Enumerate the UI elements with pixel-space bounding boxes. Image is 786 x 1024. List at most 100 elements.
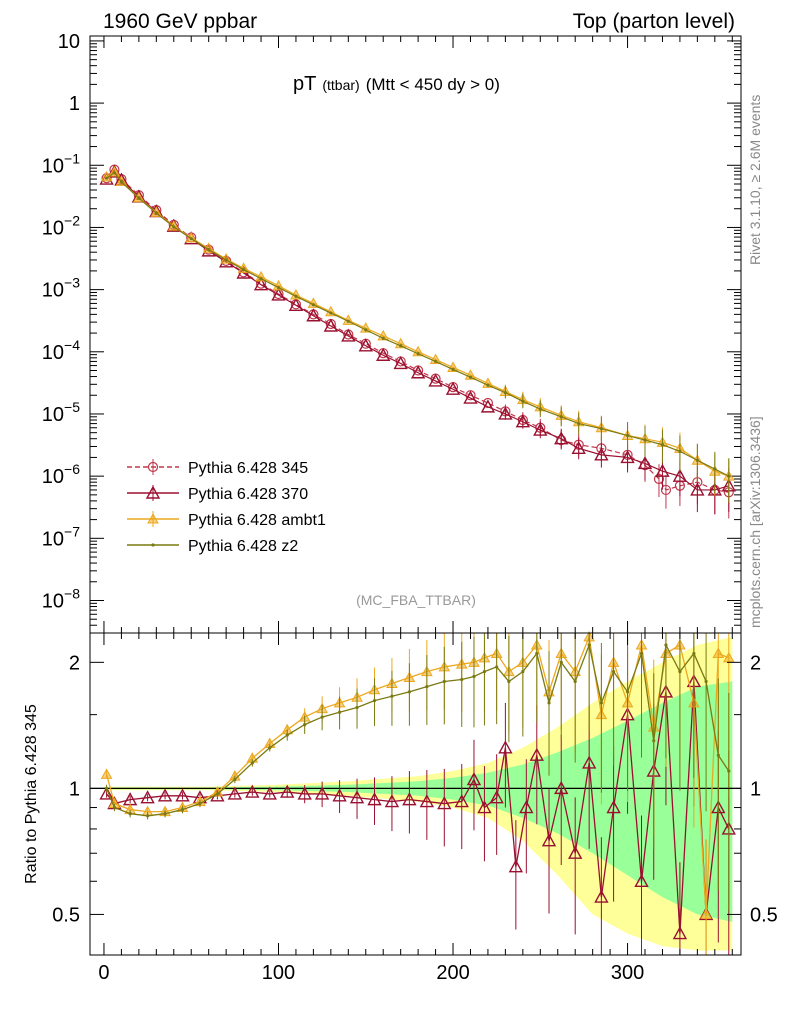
header-left: 1960 GeV ppbar [103, 10, 257, 33]
data-point [625, 690, 630, 694]
data-point [337, 710, 342, 714]
data-point [280, 784, 295, 798]
data-point [568, 845, 583, 859]
data-point [727, 769, 731, 773]
data-point [341, 328, 356, 342]
x-tick-label: 100 [262, 962, 295, 984]
data-point [346, 319, 350, 323]
analysis-tag: (MC_FBA_TTBAR) [356, 592, 476, 608]
x-tick-label: 300 [611, 962, 644, 984]
data-point [271, 287, 286, 301]
data-point [227, 786, 243, 800]
data-point [376, 347, 391, 361]
data-point [172, 225, 176, 229]
data-point [529, 747, 544, 761]
ratio-panel: 0.5 0.5 1 1 2 2 0 100 200 300 Ratio to Pythia 6.4… [23, 630, 778, 984]
data-point [372, 699, 377, 703]
legend-item-ambt1: Pythia 6.428 ambt1 [127, 511, 326, 529]
data-point [690, 482, 705, 496]
ratio-y-tick-label-right: 0.5 [750, 904, 778, 926]
data-point [519, 800, 534, 814]
data-point [611, 670, 616, 674]
data-point [573, 679, 577, 684]
data-point [145, 485, 161, 499]
y-tick-label: 1 [69, 93, 80, 115]
data-point [498, 740, 513, 754]
data-point [639, 651, 644, 656]
data-point [447, 361, 459, 372]
data-point [349, 790, 365, 804]
data-point [464, 369, 477, 380]
data-point [554, 431, 569, 445]
mcplots-label: mcplots.cern.ch [arXiv:1306.3436] [747, 416, 763, 628]
ratio-y-tick-label-right: 1 [750, 778, 761, 800]
data-point [147, 512, 159, 524]
y-tick-label: 10−4 [42, 337, 80, 364]
data-point [262, 786, 277, 800]
data-point [486, 383, 490, 387]
legend-label: Pythia 6.428 ambt1 [188, 512, 326, 529]
data-point [355, 705, 359, 710]
ratio-series-z2 [104, 633, 731, 911]
data-point [655, 463, 670, 477]
data-point [288, 297, 304, 311]
data-point [140, 790, 155, 804]
plot-title: pT (ttbar) (Mtt < 450 dy > 0) [293, 73, 500, 95]
data-point [323, 318, 339, 332]
data-point [428, 373, 443, 387]
data-point [99, 786, 114, 800]
data-point [541, 833, 557, 847]
data-point [294, 294, 298, 298]
series-line [106, 168, 729, 493]
legend-item-p345: Pythia 6.428 345 [127, 459, 308, 477]
ratio-y-label: Ratio to Pythia 6.428 345 [23, 704, 40, 884]
data-point [412, 345, 424, 357]
data-point [253, 277, 269, 291]
series-line [106, 171, 730, 477]
data-point [402, 792, 417, 806]
data-point [437, 796, 452, 810]
data-point [394, 337, 407, 349]
data-point [468, 375, 473, 379]
data-point [577, 421, 581, 426]
y-tick-label: 10−2 [42, 212, 80, 239]
data-point [554, 780, 569, 795]
data-point [445, 381, 461, 395]
data-point [515, 414, 531, 428]
data-point [410, 365, 426, 379]
series-line [106, 171, 729, 491]
data-point [508, 859, 524, 873]
legend: Pythia 6.428 345 Pythia 6.428 370 Pythia 6… [127, 459, 326, 555]
main-panel: 10 1 10−1 10−2 10−3 10−4 10−5 10−6 10−7 10−8 pT (t… [42, 31, 742, 634]
data-point [712, 647, 725, 658]
data-point [425, 685, 429, 689]
data-point [429, 353, 442, 365]
data-point [147, 461, 159, 473]
data-point [472, 674, 476, 679]
data-point [653, 473, 665, 485]
data-point [207, 248, 211, 252]
data-point [268, 746, 272, 750]
y-tick-label: 10−1 [42, 150, 80, 177]
ratio-y-tick-label-right: 2 [750, 652, 761, 674]
data-point [503, 391, 507, 395]
y-tick-label: 10−7 [42, 523, 80, 550]
data-point [637, 455, 653, 470]
data-point [175, 788, 190, 802]
data-point [245, 784, 260, 798]
data-point [643, 438, 647, 442]
data-point [381, 336, 385, 340]
data-point [233, 777, 237, 782]
data-point [477, 800, 492, 814]
data-point [154, 211, 158, 215]
data-point [489, 790, 504, 804]
main-y-tick-labels: 10 1 10−1 10−2 10−3 10−4 10−5 10−6 10−7 10−8 [42, 31, 80, 613]
data-point [104, 786, 109, 790]
data-point [463, 390, 478, 404]
legend-item-p370: Pythia 6.428 370 [127, 485, 308, 503]
data-point [241, 267, 246, 272]
data-point [678, 670, 682, 674]
band-green [103, 681, 733, 922]
data-point [599, 701, 603, 705]
y-tick-label: 10−6 [42, 461, 80, 488]
